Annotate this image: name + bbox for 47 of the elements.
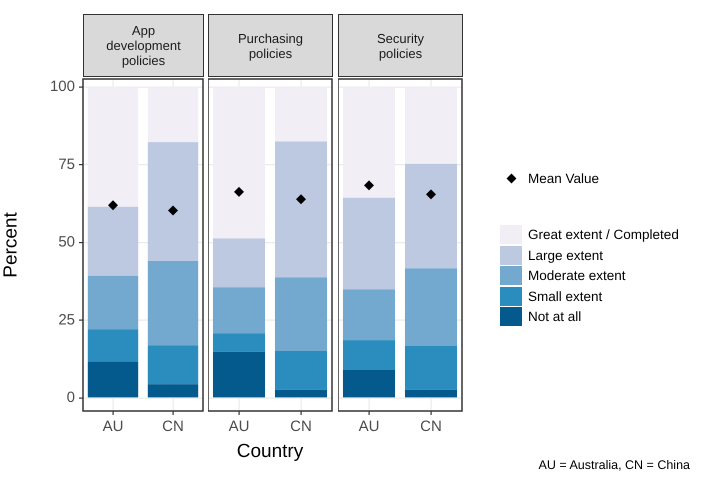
bar xyxy=(212,352,266,398)
bar xyxy=(148,384,198,398)
legend-label: Large extent xyxy=(528,248,604,263)
bar xyxy=(404,164,458,268)
bar xyxy=(274,277,328,352)
bar xyxy=(212,287,266,334)
x-tick-label: CN xyxy=(290,418,312,436)
bar xyxy=(88,330,138,362)
bar xyxy=(88,276,138,330)
chart-title: Security policies xyxy=(338,14,463,77)
y-tick-label: 25 xyxy=(58,311,75,328)
bar xyxy=(342,340,396,370)
bar xyxy=(274,351,328,390)
legend-label: Mean Value xyxy=(528,170,600,186)
bar xyxy=(274,141,328,278)
y-tick-label: 0 xyxy=(66,389,75,406)
bar xyxy=(274,390,328,398)
legend-label: Great extent / Completed xyxy=(528,227,679,242)
bar xyxy=(148,260,198,346)
chart-title: Purchasing policies xyxy=(208,14,333,77)
text: AU = Australia, CN = China xyxy=(538,458,690,472)
legend-label: Moderate extent xyxy=(528,268,626,284)
bar xyxy=(342,370,396,398)
y-tick-label: 100 xyxy=(50,78,75,96)
bar xyxy=(404,268,458,346)
legend-label: Small extent xyxy=(528,288,602,304)
bar xyxy=(342,289,396,340)
bar xyxy=(212,238,266,288)
bar xyxy=(148,345,198,384)
bar xyxy=(212,333,266,352)
bar xyxy=(88,206,138,276)
x-tick-label: AU xyxy=(358,418,380,436)
x-tick-label: CN xyxy=(162,418,184,436)
bar xyxy=(342,198,396,290)
legend-label: Not at all xyxy=(528,309,582,324)
y-tick-label: 75 xyxy=(58,156,75,173)
bar xyxy=(404,390,458,398)
bar xyxy=(88,362,138,398)
x-axis-title: Country xyxy=(236,440,304,462)
y-axis-title: Percent xyxy=(0,212,22,278)
bar xyxy=(404,346,458,390)
chart-title: App development policies xyxy=(83,14,204,77)
x-tick-label: CN xyxy=(420,418,442,436)
x-tick-label: AU xyxy=(102,418,124,436)
bar xyxy=(148,142,198,261)
y-tick-label: 50 xyxy=(58,234,75,251)
x-tick-label: AU xyxy=(228,418,250,436)
